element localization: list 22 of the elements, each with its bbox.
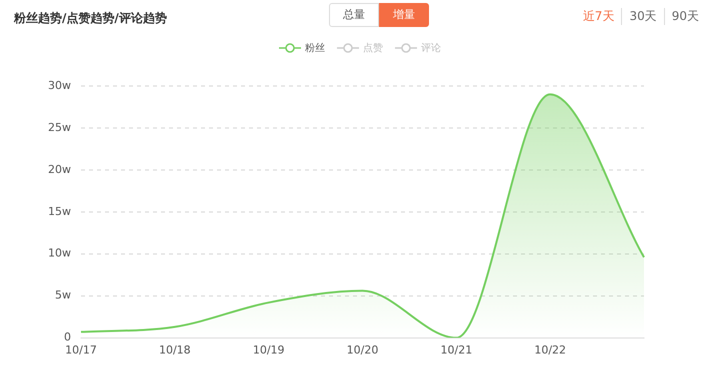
text: 近7天 [582, 8, 616, 25]
x-tick-label: 10/17 [65, 343, 97, 356]
y-tick-label: 15w [48, 204, 71, 218]
y-tick-label: 0 [64, 330, 71, 344]
y-tick-label: 30w [48, 78, 71, 92]
legend-label: 粉丝 [305, 42, 325, 55]
x-tick-label: 10/20 [346, 343, 378, 356]
text: 30天 [621, 8, 664, 25]
y-tick-label: 25w [48, 120, 71, 134]
x-tick-label: 10/21 [440, 343, 472, 356]
y-tick-label: 20w [48, 162, 71, 176]
y-tick-label: 5w [54, 288, 71, 302]
text: 总量 [329, 3, 379, 27]
legend-label: 点赞 [363, 42, 383, 55]
text: 90天 [664, 8, 706, 25]
text: 增量 [379, 3, 429, 27]
legend-label: 评论 [421, 42, 441, 55]
x-tick-label: 10/19 [252, 343, 285, 356]
chart-title: 粉丝趋势/点赞趋势/评论趋势 [14, 10, 167, 27]
y-tick-label: 10w [48, 246, 71, 260]
x-tick-label: 10/18 [158, 343, 191, 356]
x-tick-label: 10/22 [534, 343, 566, 356]
